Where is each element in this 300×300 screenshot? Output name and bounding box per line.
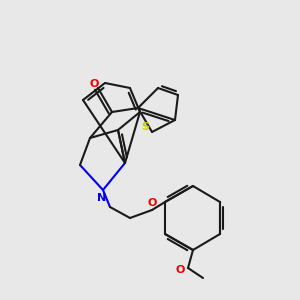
Text: S: S — [141, 122, 149, 132]
Text: O: O — [175, 265, 185, 275]
Text: N: N — [98, 193, 106, 203]
Text: O: O — [147, 198, 157, 208]
Text: O: O — [89, 79, 99, 89]
